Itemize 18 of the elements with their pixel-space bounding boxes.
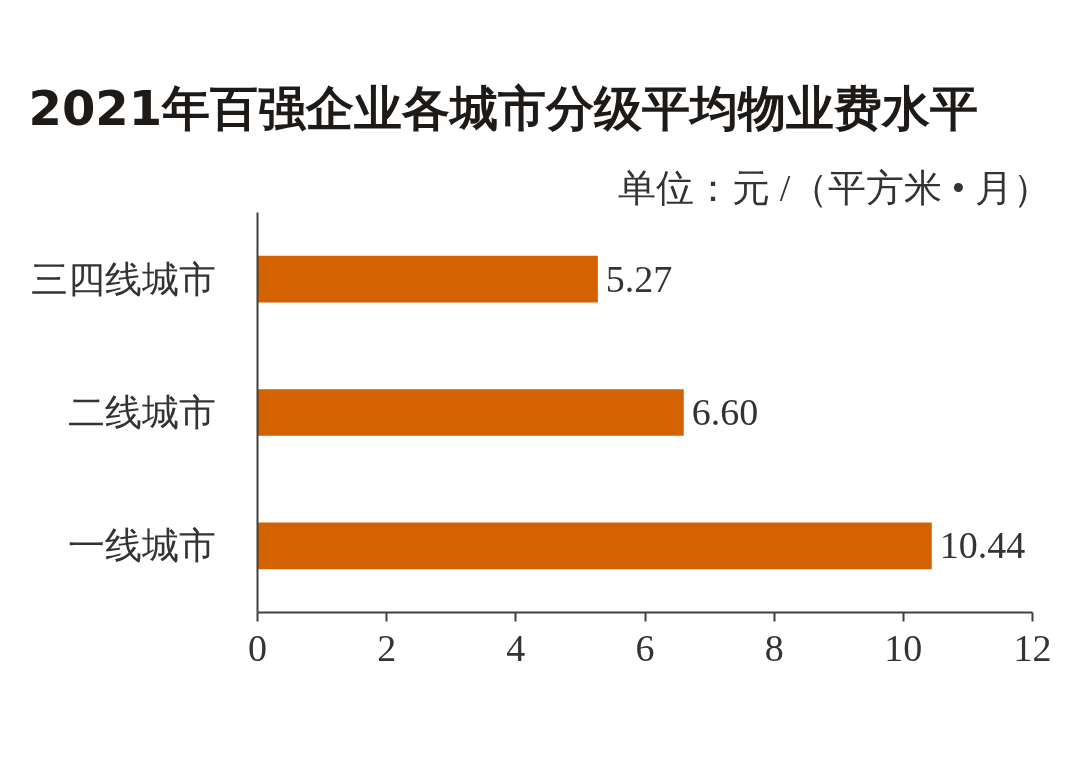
data-label: 10.44: [939, 524, 1026, 567]
y-tick-label: 二线城市: [67, 392, 216, 433]
bar: [257, 389, 684, 436]
y-tick-label: 三四线城市: [30, 258, 216, 300]
bar: [257, 522, 932, 570]
x-tick-label: 0: [248, 626, 267, 669]
x-tick-label: 12: [1013, 626, 1052, 669]
x-tick-label: 4: [506, 626, 526, 669]
chart-subtitle: 单位：元 /（平方米 • 月）: [618, 166, 1051, 209]
x-tick-label: 10: [884, 626, 923, 669]
data-label: 6.60: [691, 391, 759, 433]
y-tick-label: 一线城市: [67, 525, 216, 567]
x-tick-label: 6: [635, 626, 655, 669]
chart-title: 2021年百强企业各城市分级平均物业费水平: [28, 79, 979, 136]
x-tick-label: 2: [377, 626, 397, 669]
x-tick-label: 8: [764, 626, 784, 669]
bar: [257, 255, 598, 303]
data-label: 5.27: [605, 257, 673, 300]
